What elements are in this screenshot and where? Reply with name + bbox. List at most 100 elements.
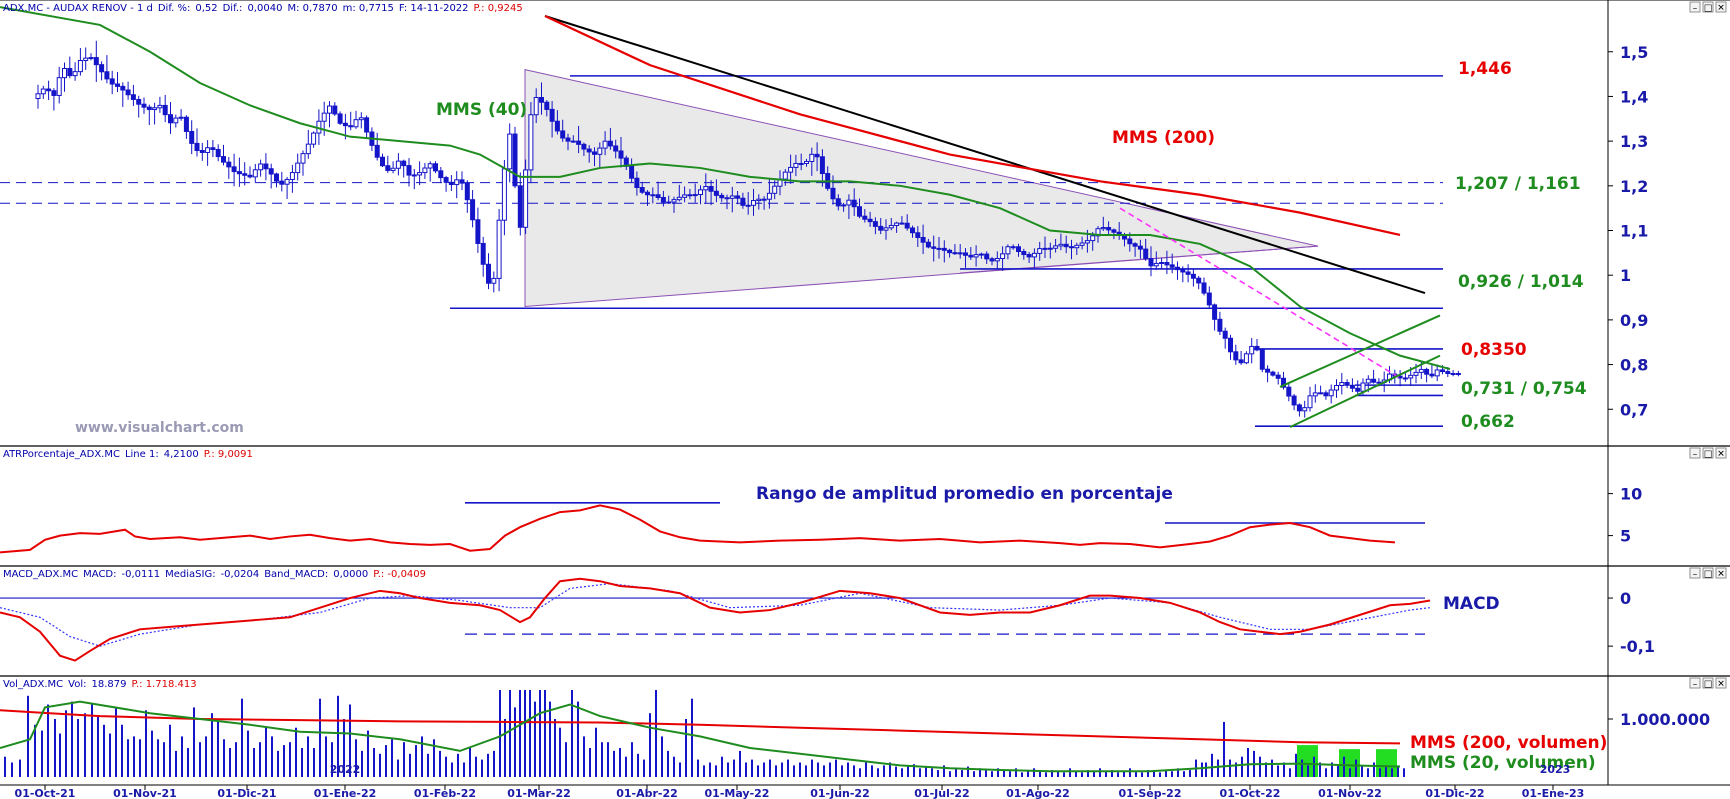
candle [1243,351,1249,365]
candle [788,154,794,184]
candle [1217,311,1223,336]
x-tick-label: 01-Nov-21 [113,787,177,799]
candle [1291,393,1297,411]
candle-body [215,148,221,158]
candle-body [963,252,968,256]
candle-body [295,162,301,174]
maximize-icon[interactable] [1702,447,1714,459]
candle-body [189,130,195,144]
close-icon-group[interactable]: ✕ [1715,567,1727,580]
candle-body [486,263,491,284]
candle-body [957,252,963,255]
candle [1063,235,1069,254]
candle-body [501,168,507,221]
year-label: 2023 [1540,763,1571,776]
y-tick-label: 10 [1620,485,1642,504]
candle [692,183,698,203]
candle-body [1307,395,1313,409]
close-icon[interactable] [1715,1,1727,13]
candle [1450,370,1456,377]
candle-body [1360,382,1366,392]
candle-body [475,219,481,244]
candle-body [952,252,958,255]
candle [464,180,470,213]
candle [1323,390,1329,400]
candle [1312,384,1318,403]
level-1446-label: 1,446 [1458,59,1512,79]
minimize-icon[interactable] [1689,1,1701,13]
window-button-glyph: □ [1704,570,1713,580]
candle-body [602,140,608,149]
mms200-label: MMS (200) [1112,128,1215,148]
candle-body [634,177,640,189]
candle-body [1334,385,1339,391]
close-icon-group[interactable]: ✕ [1715,677,1727,690]
minimize-icon-group[interactable]: – [1689,677,1701,690]
maximize-icon-group[interactable]: □ [1702,677,1714,690]
candle [327,101,332,128]
candle-body [1164,261,1170,266]
maximize-icon[interactable] [1702,677,1714,689]
candle-body [1031,252,1037,258]
candle [602,131,608,156]
candle-body [380,156,385,167]
candle-body [88,57,94,60]
minimize-icon[interactable] [1689,567,1701,579]
candle [941,240,947,263]
y-tick-label: 1,2 [1620,177,1648,196]
candle [1148,246,1154,277]
vol-header-a: Vol_ADX.MC [3,679,63,690]
maximize-icon-group[interactable]: □ [1702,447,1714,460]
minimize-icon-group[interactable]: – [1689,447,1701,460]
candle-body [422,167,428,174]
candle-body [629,165,635,179]
level-0835-label: 0,8350 [1461,340,1527,360]
candle [1053,238,1059,253]
minimize-icon-group[interactable]: – [1689,1,1701,14]
maximize-icon[interactable] [1702,567,1714,579]
close-icon-group[interactable]: ✕ [1715,447,1727,460]
candle [1058,233,1064,251]
close-icon-group[interactable]: ✕ [1715,1,1727,14]
candle-body [1180,269,1186,273]
candle-body [1106,227,1112,231]
candle-body [851,199,857,208]
candle-body [1424,368,1430,375]
maximize-icon[interactable] [1702,1,1714,13]
candle [178,109,184,121]
candle-body [1127,238,1133,245]
candle-body [1344,382,1350,386]
candle-body [1206,292,1212,306]
minimize-icon-group[interactable]: – [1689,567,1701,580]
candle-body [168,114,173,124]
close-icon[interactable] [1715,677,1727,689]
candle [936,236,942,259]
maximize-icon-group[interactable]: □ [1702,1,1714,14]
close-icon[interactable] [1715,447,1727,459]
window-button-glyph: – [1693,450,1698,460]
macd-header-g: 0,0000 [333,569,368,580]
candle [1100,216,1106,231]
candle-body [300,153,306,164]
candle [475,207,481,253]
candle-body [772,185,778,194]
candle-body [719,194,725,199]
candle [528,102,534,184]
close-icon[interactable] [1715,567,1727,579]
window-button-glyph: □ [1704,4,1713,14]
candle-body [539,97,544,103]
minimize-icon[interactable] [1689,447,1701,459]
minimize-icon[interactable] [1689,677,1701,689]
window-button-glyph: □ [1704,450,1713,460]
candle [1349,378,1355,393]
candle-body [1259,349,1265,370]
maximize-icon-group[interactable]: □ [1702,567,1714,580]
candle [1185,264,1191,283]
candle-body [342,122,348,127]
candle-body [1222,330,1228,339]
candle [141,97,147,114]
candle-body [639,187,645,193]
channel-upper-line [1279,314,1441,388]
candle-body [236,171,242,175]
candle [814,142,820,172]
